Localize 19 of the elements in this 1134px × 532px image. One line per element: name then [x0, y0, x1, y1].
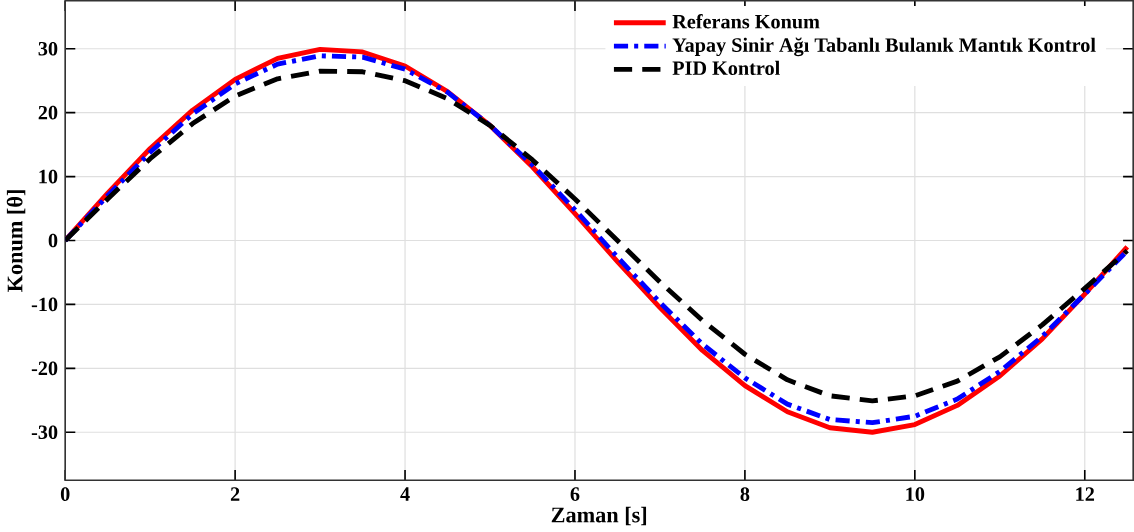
- x-tick-label: 12: [1076, 487, 1095, 501]
- y-tick-label: 10: [39, 169, 58, 184]
- x-tick-label: 0: [60, 487, 70, 502]
- y-tick-label: 0: [48, 233, 58, 248]
- x-tick-label: 10: [906, 487, 925, 502]
- y-tick-label: -10: [31, 297, 58, 312]
- legend-label: PID Kontrol: [672, 60, 780, 76]
- x-tick-label: 8: [740, 487, 750, 502]
- y-tick-label: -30: [31, 425, 58, 440]
- x-tick-label: 4: [400, 487, 410, 501]
- x-axis-title: Zaman [s]: [551, 506, 647, 526]
- y-tick-label: 30: [38, 41, 58, 56]
- x-tick-label: 2: [230, 487, 240, 501]
- x-tick-label: 6: [570, 487, 580, 501]
- y-tick-label: -20: [31, 361, 58, 376]
- legend-label: Yapay Sinir Ağı Tabanlı Bulanık Mantık Kontrol: [672, 37, 1096, 57]
- y-axis-title: Konum [θ]: [6, 190, 26, 293]
- legend-label: Referans Konum: [672, 14, 820, 29]
- y-tick-label: 20: [38, 105, 58, 120]
